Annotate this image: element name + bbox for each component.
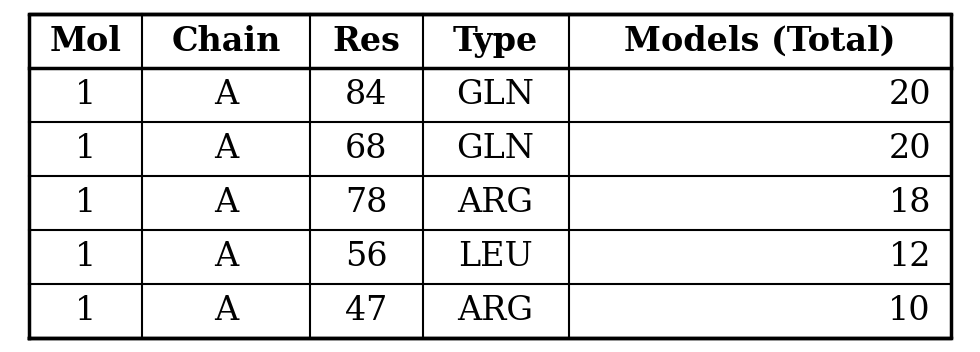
Text: 1: 1 <box>74 295 96 327</box>
Text: 47: 47 <box>345 295 387 327</box>
Text: A: A <box>214 79 238 111</box>
Text: A: A <box>214 187 238 219</box>
Text: 1: 1 <box>74 133 96 165</box>
Text: 18: 18 <box>889 187 931 219</box>
Text: ARG: ARG <box>458 295 534 327</box>
Text: 56: 56 <box>345 241 388 273</box>
Text: A: A <box>214 241 238 273</box>
Text: 12: 12 <box>889 241 931 273</box>
Text: Chain: Chain <box>172 25 280 58</box>
Text: A: A <box>214 133 238 165</box>
Text: Models (Total): Models (Total) <box>624 25 896 58</box>
Text: 10: 10 <box>889 295 931 327</box>
Text: Type: Type <box>453 25 538 58</box>
Text: 84: 84 <box>345 79 388 111</box>
Text: GLN: GLN <box>457 133 535 165</box>
Text: LEU: LEU <box>459 241 533 273</box>
Text: 78: 78 <box>345 187 388 219</box>
Text: A: A <box>214 295 238 327</box>
Text: 1: 1 <box>74 187 96 219</box>
Text: 1: 1 <box>74 241 96 273</box>
Text: GLN: GLN <box>457 79 535 111</box>
Text: 1: 1 <box>74 79 96 111</box>
Text: Mol: Mol <box>50 25 122 58</box>
Text: 20: 20 <box>889 133 931 165</box>
Text: 68: 68 <box>345 133 388 165</box>
Text: Res: Res <box>332 25 401 58</box>
Text: ARG: ARG <box>458 187 534 219</box>
Text: 20: 20 <box>889 79 931 111</box>
